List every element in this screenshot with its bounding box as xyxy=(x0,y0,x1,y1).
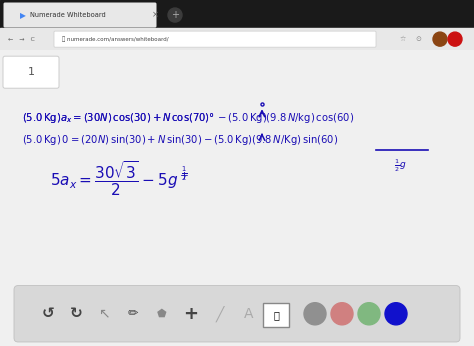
Text: ╱: ╱ xyxy=(216,306,224,322)
FancyBboxPatch shape xyxy=(14,285,460,342)
Text: ✏: ✏ xyxy=(128,307,138,320)
FancyBboxPatch shape xyxy=(263,303,289,327)
Text: ⬟: ⬟ xyxy=(157,309,167,319)
Bar xyxy=(0,0,474,28)
Circle shape xyxy=(448,32,462,46)
Circle shape xyxy=(358,303,380,325)
Text: +: + xyxy=(171,10,179,20)
Text: $(5.0\,\mathrm{Kg})\,0 = (20N)\,\mathrm{sin}(30) + N\,\mathrm{sin}(30) -(5.0\,\m: $(5.0\,\mathrm{Kg})\,0 = (20N)\,\mathrm{… xyxy=(22,133,338,147)
Text: ×: × xyxy=(152,10,159,20)
Circle shape xyxy=(304,303,326,325)
Text: 1: 1 xyxy=(27,67,35,77)
Circle shape xyxy=(433,32,447,46)
Text: +: + xyxy=(183,305,199,323)
Text: Numerade Whiteboard: Numerade Whiteboard xyxy=(30,12,106,18)
Text: ⊙: ⊙ xyxy=(415,36,421,42)
FancyBboxPatch shape xyxy=(54,31,376,47)
Text: $\frac{1}{2}g$: $\frac{1}{2}g$ xyxy=(394,157,406,174)
Text: ↺: ↺ xyxy=(42,306,55,321)
Text: 🏔: 🏔 xyxy=(273,310,279,320)
Text: 🔒 numerade.com/answers/whiteboard/: 🔒 numerade.com/answers/whiteboard/ xyxy=(62,36,169,42)
Text: ▶: ▶ xyxy=(20,10,26,20)
Bar xyxy=(0,28,474,50)
Text: ↻: ↻ xyxy=(70,306,82,321)
Text: $(5.0\,\mathrm{Kg})a_x = (30N)\,\mathrm{cos}(30) + N\,\mathrm{cos}(70)°\,-(5.0\,: $(5.0\,\mathrm{Kg})a_x = (30N)\,\mathrm{… xyxy=(22,111,354,125)
Circle shape xyxy=(385,303,407,325)
Text: ☆: ☆ xyxy=(400,36,406,42)
Text: A: A xyxy=(244,307,254,321)
Circle shape xyxy=(331,303,353,325)
Text: ←   →   C: ← → C xyxy=(8,37,35,42)
FancyBboxPatch shape xyxy=(3,2,156,28)
Text: ↖: ↖ xyxy=(98,307,110,321)
Text: $\frac{1}{2}$: $\frac{1}{2}$ xyxy=(181,165,187,183)
Text: $(5.0\,\mathrm{Kg})a_x = (30N)\,\mathrm{cos}(30) + N\,\mathrm{cos}(70)°$: $(5.0\,\mathrm{Kg})a_x = (30N)\,\mathrm{… xyxy=(22,111,215,125)
FancyBboxPatch shape xyxy=(3,56,59,88)
Text: $5a_x = \dfrac{30\sqrt{3}}{2} - 5g^+$: $5a_x = \dfrac{30\sqrt{3}}{2} - 5g^+$ xyxy=(50,159,190,198)
Circle shape xyxy=(168,8,182,22)
